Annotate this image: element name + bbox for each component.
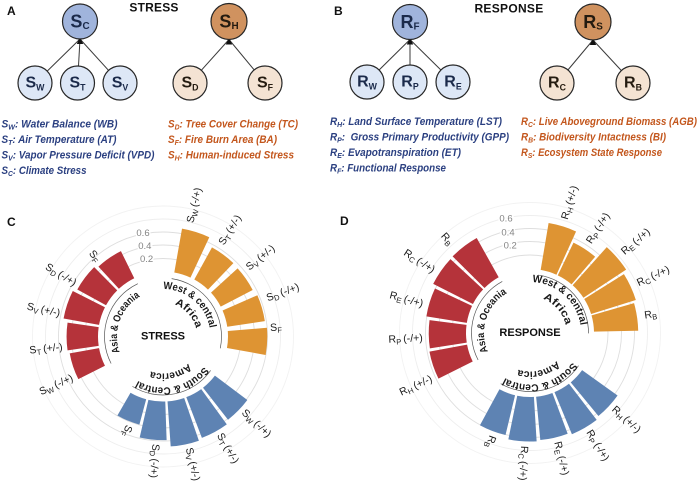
svg-text:RS: Ecosystem State Response: RS: Ecosystem State Response	[521, 147, 662, 160]
svg-text:RB: RB	[644, 308, 658, 322]
svg-text:RP (-/+): RP (-/+)	[388, 332, 423, 346]
svg-text:SW: Water Balance (WB): SW: Water Balance (WB)	[2, 119, 118, 132]
svg-text:0.6: 0.6	[499, 214, 512, 225]
svg-text:RH: Land Surface Temperature (: RH: Land Surface Temperature (LST)	[330, 116, 502, 129]
svg-text:SF: Fire Burn Area (BA): SF: Fire Burn Area (BA)	[168, 134, 277, 147]
svg-text:C: C	[7, 215, 16, 229]
svg-text:0.2: 0.2	[504, 241, 517, 252]
svg-text:STRESS: STRESS	[141, 331, 185, 343]
svg-text:RC (-/+): RC (-/+)	[516, 446, 531, 481]
svg-text:SD (-/+): SD (-/+)	[146, 443, 161, 478]
svg-text:0.4: 0.4	[138, 241, 151, 252]
svg-text:RESPONSE: RESPONSE	[499, 327, 560, 339]
svg-text:D: D	[340, 214, 349, 228]
svg-text:RE: Evapotranspiration (ET): RE: Evapotranspiration (ET)	[330, 147, 461, 160]
svg-text:RESPONSE: RESPONSE	[474, 2, 543, 16]
svg-text:RB: Biodiversity Intactness (B: RB: Biodiversity Intactness (BI)	[521, 132, 666, 145]
svg-text:RF: Functional Response: RF: Functional Response	[330, 163, 446, 176]
svg-text:0.2: 0.2	[140, 254, 153, 265]
svg-text:B: B	[334, 4, 343, 18]
svg-text:STRESS: STRESS	[129, 1, 178, 15]
svg-text:ST: Air Temperature (AT): ST: Air Temperature (AT)	[2, 134, 117, 147]
svg-text:RP: Gross Primary Productivit: RP: Gross Primary Productivity (GPP)	[330, 132, 509, 145]
svg-text:SD: Tree Cover Change (TC): SD: Tree Cover Change (TC)	[168, 119, 298, 132]
svg-text:RC: Live Aboveground Biomass (: RC: Live Aboveground Biomass (AGB)	[521, 116, 697, 129]
svg-text:SC: Climate Stress: SC: Climate Stress	[2, 165, 87, 178]
svg-text:SF: SF	[270, 321, 283, 335]
svg-text:RB: RB	[438, 230, 456, 248]
svg-text:SV (+/-): SV (+/-)	[26, 301, 62, 321]
svg-text:0.4: 0.4	[501, 227, 514, 238]
svg-text:SV: Vapor Pressure Deficit (VP: SV: Vapor Pressure Deficit (VPD)	[2, 150, 155, 163]
svg-text:A: A	[7, 4, 16, 18]
svg-text:SH: Human-induced Stress: SH: Human-induced Stress	[168, 150, 294, 163]
svg-text:0.6: 0.6	[136, 228, 149, 239]
